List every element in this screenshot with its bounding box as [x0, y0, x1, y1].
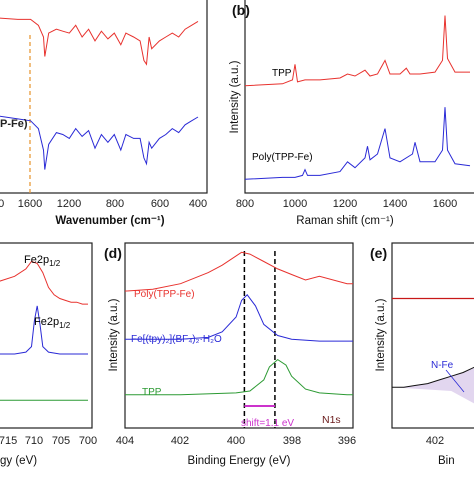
panel-b-series-poly: [245, 107, 471, 180]
panel-a-frame: [0, 0, 208, 194]
panel-e-letter: (e): [370, 245, 387, 261]
panel-d-label-poly: Poly(TPP-Fe): [134, 289, 195, 300]
panel-d-series-fe: [125, 294, 353, 342]
panel-d-series-tpp: [125, 358, 353, 396]
panel-e-frame: [391, 242, 474, 429]
panel-b-xtick: 800: [236, 198, 254, 210]
panel-d-label-fe: Fe[(tpy)₂](BF₄)₂·H₂O: [131, 334, 222, 345]
panel-d-region-label: N1s: [322, 414, 341, 426]
panel-d-shift-text: shift=1.1 eV: [241, 418, 294, 429]
panel-e: (e) N-Fe Intensity (a.u.) 402 Bin: [370, 242, 474, 467]
panel-b-frame: [244, 0, 474, 194]
panel-c-series-blue: [0, 305, 88, 355]
panel-c-label-blue-main: Fe2p: [34, 316, 59, 328]
panel-d-xlabel: Binding Energy (eV): [188, 455, 291, 467]
panel-d-xtick: 402: [171, 435, 189, 447]
panel-b-xticks: 800 1000 1200 1400 1600: [236, 198, 457, 210]
panel-a-xtick: 2000: [0, 198, 4, 210]
panel-b-xlabel: Raman shift (cm⁻¹): [296, 215, 394, 227]
panel-c-label-red-sub: 1/2: [49, 259, 61, 268]
panel-e-ylabel: Intensity (a.u.): [375, 298, 387, 371]
panel-b-xtick: 1000: [283, 198, 307, 210]
panel-b-letter: (b): [232, 2, 250, 18]
panel-a-xtick: 800: [106, 198, 124, 210]
panel-a-xtick: 1600: [18, 198, 42, 210]
panel-d-ylabel: Intensity (a.u.): [108, 298, 120, 371]
panel-a-xtick: 400: [189, 198, 207, 210]
panel-d-xticks: 404 402 400 398 396: [116, 435, 356, 447]
panel-e-label: N-Fe: [431, 360, 454, 371]
panel-c-xtick: 710: [25, 435, 43, 447]
panel-d-frame: [124, 242, 354, 429]
panel-c-label-blue: Fe2p1/2: [34, 316, 71, 330]
panel-b: (b) TPP Poly(TPP-Fe) Intensity (a.u.) 80…: [229, 0, 474, 227]
panel-e-xtick: 402: [426, 435, 444, 447]
panel-e-pointer: [445, 369, 465, 393]
panel-d-letter: (d): [104, 245, 122, 261]
panel-a: P-Fe) 2000 1600 1200 800 600 400 Wavenum…: [0, 0, 208, 227]
panel-c-series-red: [0, 260, 88, 305]
panel-a-series-red: [0, 17, 199, 66]
panel-d-xtick: 400: [227, 435, 245, 447]
panel-d-xtick: 398: [283, 435, 301, 447]
panel-c-label-red-main: Fe2p: [24, 254, 49, 266]
panel-d-xtick: 396: [338, 435, 356, 447]
panel-a-xticks: 2000 1600 1200 800 600 400: [0, 198, 207, 210]
panel-b-xtick: 1400: [383, 198, 407, 210]
panel-b-series-tpp: [245, 15, 470, 87]
panel-c-xticks: 715 710 705 700: [0, 435, 97, 447]
panel-c-xtick: 700: [79, 435, 97, 447]
panel-d-label-tpp: TPP: [142, 387, 162, 398]
panel-a-series-blue: [0, 115, 199, 170]
panel-e-nfe-area: [392, 367, 474, 404]
panel-b-label-tpp: TPP: [272, 68, 292, 79]
panel-c-xtick: 705: [52, 435, 70, 447]
panel-c-label-red: Fe2p1/2: [24, 254, 61, 268]
panel-b-xtick: 1600: [433, 198, 457, 210]
panel-c-label-blue-sub: 1/2: [59, 321, 71, 330]
panel-b-ylabel: Intensity (a.u.): [229, 60, 241, 133]
panel-c-xlabel: gy (eV): [0, 455, 37, 467]
panel-c-xtick: 715: [0, 435, 17, 447]
panel-d-series-poly: [125, 251, 353, 292]
panel-d-xtick: 404: [116, 435, 134, 447]
panel-e-series-bottom: [392, 366, 474, 388]
panel-a-xlabel: Wavenumber (cm⁻¹): [55, 215, 164, 227]
panel-b-label-poly: Poly(TPP-Fe): [252, 152, 313, 163]
panel-b-xtick: 1200: [333, 198, 357, 210]
panel-a-xtick: 600: [151, 198, 169, 210]
panel-c: Fe2p1/2 Fe2p1/2 715 710 705 700 gy (eV): [0, 242, 97, 467]
panel-a-xtick: 1200: [57, 198, 81, 210]
panel-d: (d) Poly(TPP-Fe) Fe[(tpy)₂](BF₄)₂·H₂O TP…: [104, 242, 356, 467]
panel-e-xlabel: Bin: [438, 455, 455, 467]
panel-c-frame: [0, 242, 93, 429]
panel-a-series-label: P-Fe): [0, 118, 28, 130]
